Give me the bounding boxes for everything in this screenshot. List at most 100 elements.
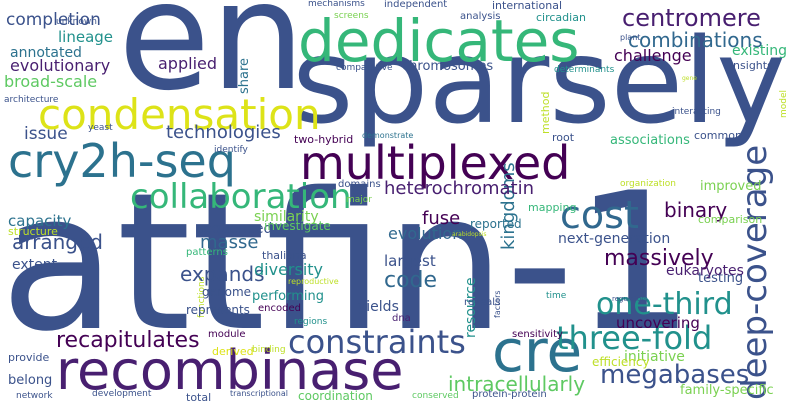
word-investigate: investigate [264,219,331,233]
word-performing: performing [252,289,325,304]
word-organization: organization [620,179,676,189]
word-time: time [546,291,567,301]
word-major: major [346,195,372,205]
word-intracellularly: intracellularly [448,372,586,396]
word-yields: yields [358,299,399,315]
word-initiative: initiative [624,349,685,365]
word-conserved: conserved [412,391,459,401]
word-attfin-1: attfin-1 [0,152,695,373]
word-expands: expands [180,262,265,286]
word-masse: masse [200,232,259,253]
word-insights: insights [730,59,773,72]
word-mechanisms: mechanisms [308,0,365,9]
word-demonstrate: demonstrate [362,131,414,140]
word-independent: independent [384,0,448,10]
word-similarity: similarity [254,209,319,225]
word-cost: cost [560,193,639,237]
word-coordination: coordination [298,389,373,403]
word-share: share [237,57,252,94]
word-issue: issue [24,124,68,144]
word-constraints: constraints [288,323,466,361]
word-collaboration: collaboration [130,177,352,217]
word-thaliana: thaliana [262,249,307,262]
word-interacting: interacting [672,107,721,117]
word-network: network [16,391,53,401]
word-protein-protein: protein-protein [472,389,547,400]
word-domains: domains [338,179,381,190]
word-challenge: challenge [614,46,692,65]
word-unknown: unknown [56,17,97,27]
word-reveals: reveals [464,297,501,308]
word-sequenced: sequenced [196,221,273,237]
word-chromosomes: chromosomes [402,59,494,74]
word-efficiency: efficiency [592,355,650,369]
word-root: root [552,131,575,144]
word-binary: binary [664,198,728,222]
word-reported: reported [470,217,522,231]
word-model: model [779,89,789,118]
word-uncovering: uncovering [616,314,700,332]
word-recapitulates: recapitulates [56,328,200,353]
word-binding: binding [252,345,286,355]
word-plant: plant [620,33,641,42]
word-regulators: regulators [612,295,648,303]
word-patterns: patterns [186,247,228,258]
word-structure: structure [8,225,58,238]
word-improved: improved [700,179,762,194]
word-extent: extent [12,257,58,273]
word-associations: associations [610,133,690,148]
word-megabases: megabases [600,360,750,390]
word-massively: massively [604,246,714,271]
word-arranged: arranged [12,230,103,254]
word-development: development [92,389,152,399]
word-lineage: lineage [58,28,114,46]
word-heterochromatin: heterochromatin [384,178,534,199]
word-recombinase: recombinase [56,339,404,402]
word-broad-scale: broad-scale [4,72,98,91]
word-represents: represents [186,303,250,317]
word-existing: existing [732,43,787,59]
word-three-fold: three-fold [556,319,713,357]
word-total: total [186,391,212,404]
word-technologies: technologies [166,122,281,143]
word-genome: genome [202,285,252,299]
word-condensation: condensation [38,90,321,139]
word-yeast: yeast [88,123,113,133]
word-sensitivity: sensitivity [512,329,563,340]
word-comparison: comparison [698,213,763,226]
word-centromere: centromere [622,4,761,32]
word-testing: testing [698,271,744,286]
word-completion: completion [6,10,101,30]
word-belong: belong [8,373,53,388]
word-combinations: combinations [628,28,763,52]
word-cry2h-seq: cry2h-seq [8,134,236,188]
word-provide: provide [8,351,50,364]
word-international: international [492,0,563,12]
word-two-hybrid: two-hybrid [294,133,354,146]
word-eukaryotes: eukaryotes [666,263,744,279]
word-next-generation: next-generation [558,231,671,247]
word-kingdoms: kingdoms [498,162,519,250]
word-functions: reproductive [288,277,339,286]
word-code: code [384,268,438,293]
word-one-third: one-third [596,287,733,322]
word-en: en [118,0,306,124]
word-transcriptional: transcriptional [230,389,289,398]
word-common: common [694,129,742,142]
word-method: method [539,91,552,134]
word-module: module [208,329,246,340]
word-regions: regions [294,317,328,327]
word-capacity: capacity [8,212,72,230]
word-dna: dna [392,313,411,324]
word-dedicates: dedicates [298,7,580,75]
word-mapping: mapping [528,201,577,214]
word-evolution: evolution [388,224,463,243]
word-identify: identify [214,145,248,155]
word-multiplexed: multiplexed [300,136,571,190]
word-encoded: encoded [258,303,301,314]
word-cre: cre [492,317,583,385]
word-analysis: analysis [460,11,501,22]
word-annotated: annotated [10,45,82,61]
word-sparsely: sparsely [292,12,786,150]
